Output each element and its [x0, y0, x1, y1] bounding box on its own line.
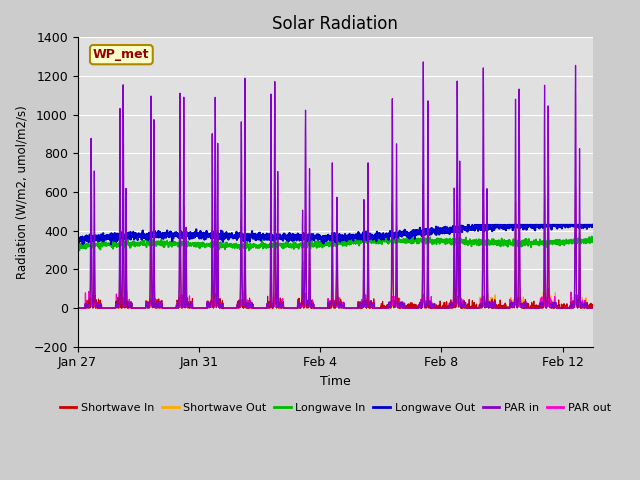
Line: Longwave Out: Longwave Out — [77, 225, 593, 244]
Longwave Out — [229, 235, 237, 241]
Longwave Out — [74, 235, 81, 241]
Title: Solar Radiation: Solar Radiation — [273, 15, 398, 33]
Shortwave In — [589, 303, 597, 309]
Legend: Shortwave In, Shortwave Out, Longwave In, Longwave Out, PAR in, PAR out: Shortwave In, Shortwave Out, Longwave In… — [56, 399, 615, 418]
Longwave In — [179, 240, 186, 245]
PAR in — [419, 59, 427, 65]
Shortwave In — [357, 305, 365, 311]
PAR out — [179, 301, 186, 307]
Line: Longwave In: Longwave In — [77, 237, 593, 251]
Longwave Out — [185, 233, 193, 239]
PAR out — [424, 284, 431, 289]
Shortwave Out — [185, 305, 193, 311]
PAR in — [357, 304, 365, 310]
PAR in — [115, 304, 122, 310]
PAR in — [179, 304, 186, 310]
Shortwave Out — [540, 290, 547, 296]
Longwave In — [229, 243, 237, 249]
Longwave In — [185, 243, 193, 249]
PAR in — [185, 300, 193, 306]
Longwave In — [589, 235, 597, 240]
Line: PAR in: PAR in — [77, 62, 593, 308]
Y-axis label: Radiation (W/m2, umol/m2/s): Radiation (W/m2, umol/m2/s) — [15, 105, 28, 279]
Shortwave Out — [589, 305, 597, 311]
PAR in — [480, 227, 488, 232]
Shortwave Out — [480, 297, 488, 303]
Longwave Out — [179, 230, 186, 236]
PAR out — [185, 302, 193, 308]
Shortwave In — [185, 305, 193, 311]
Shortwave In — [419, 181, 427, 187]
PAR in — [74, 305, 81, 311]
Shortwave In — [115, 305, 122, 311]
PAR out — [480, 301, 488, 307]
Longwave Out — [107, 241, 115, 247]
PAR in — [228, 305, 236, 311]
Shortwave In — [228, 305, 236, 311]
Shortwave Out — [228, 305, 236, 311]
Longwave Out — [589, 222, 597, 228]
Longwave Out — [115, 233, 122, 239]
Longwave Out — [357, 237, 365, 242]
Longwave In — [357, 239, 365, 245]
PAR out — [228, 305, 236, 311]
Longwave In — [588, 234, 595, 240]
Shortwave In — [74, 305, 81, 311]
PAR out — [115, 304, 122, 310]
Shortwave Out — [357, 303, 365, 309]
PAR out — [74, 305, 81, 311]
Shortwave In — [179, 305, 186, 311]
PAR out — [357, 305, 365, 311]
PAR out — [589, 305, 597, 311]
Longwave In — [115, 241, 122, 247]
Longwave In — [74, 243, 81, 249]
X-axis label: Time: Time — [320, 375, 351, 388]
Shortwave Out — [115, 305, 122, 311]
Line: Shortwave In: Shortwave In — [77, 184, 593, 308]
Text: WP_met: WP_met — [93, 48, 150, 61]
PAR in — [589, 305, 597, 311]
Longwave In — [480, 241, 488, 247]
Longwave In — [76, 248, 83, 253]
Shortwave In — [480, 266, 488, 272]
Line: PAR out: PAR out — [77, 287, 593, 308]
Longwave Out — [480, 228, 488, 234]
Line: Shortwave Out: Shortwave Out — [77, 293, 593, 308]
Shortwave Out — [179, 304, 186, 310]
Longwave Out — [465, 222, 473, 228]
Shortwave Out — [74, 305, 81, 311]
